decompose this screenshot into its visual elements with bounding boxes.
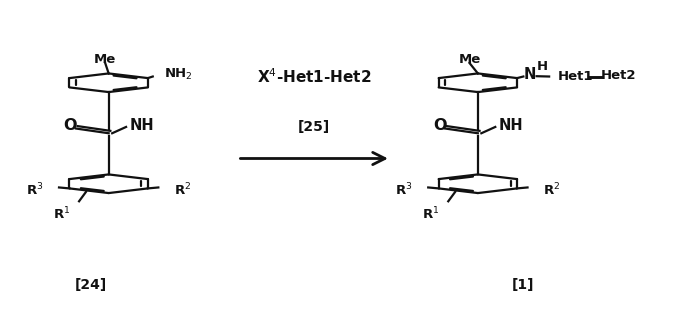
Text: O: O xyxy=(64,118,77,133)
Text: X$^{4}$-Het1-Het2: X$^{4}$-Het1-Het2 xyxy=(257,67,371,86)
Text: N: N xyxy=(524,68,536,82)
Text: [24]: [24] xyxy=(75,278,107,292)
Text: Het2: Het2 xyxy=(601,69,637,82)
Text: R$^1$: R$^1$ xyxy=(422,206,440,222)
Text: R$^3$: R$^3$ xyxy=(26,182,43,198)
Text: Me: Me xyxy=(459,53,481,66)
Text: [1]: [1] xyxy=(512,278,535,292)
Text: R$^3$: R$^3$ xyxy=(395,182,413,198)
Text: R$^2$: R$^2$ xyxy=(174,182,191,198)
Text: Me: Me xyxy=(94,53,117,66)
Text: [25]: [25] xyxy=(298,120,330,134)
Text: O: O xyxy=(433,118,446,133)
Text: NH$_2$: NH$_2$ xyxy=(164,67,193,82)
Text: R$^1$: R$^1$ xyxy=(53,206,70,222)
Text: H: H xyxy=(537,60,548,73)
Text: NH: NH xyxy=(130,119,154,133)
Text: NH: NH xyxy=(499,119,524,133)
Text: Het1: Het1 xyxy=(558,70,593,83)
Text: R$^2$: R$^2$ xyxy=(543,182,560,198)
